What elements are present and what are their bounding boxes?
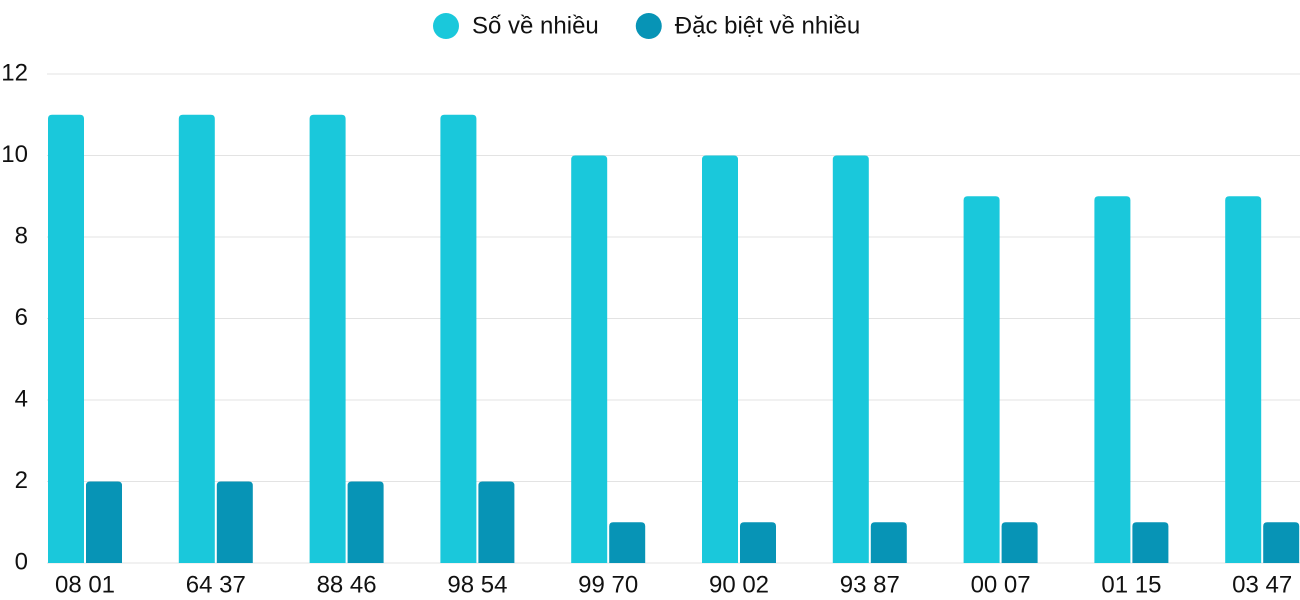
x-tick-label: 93 87 [840,571,900,598]
bar [609,522,646,563]
bar [571,155,608,563]
x-tick-label: 01 15 [1101,571,1161,598]
x-tick-label: 99 70 [578,571,638,598]
y-tick-label: 6 [15,304,28,331]
legend-swatch [433,13,459,39]
y-tick-label: 8 [15,222,28,249]
x-tick-label: 00 07 [971,571,1031,598]
bar [309,114,346,563]
y-tick-label: 2 [15,467,28,494]
bar [1001,522,1038,563]
bar [702,155,738,563]
y-tick-label: 4 [15,385,28,412]
bar [963,196,1000,563]
bar [478,481,515,563]
x-tick-label: 98 54 [447,571,507,598]
bar [86,481,122,563]
bar [440,114,477,563]
x-tick-label: 88 46 [317,571,377,598]
legend-label: Số về nhiều [472,12,599,39]
bar [740,522,776,563]
legend-label: Đặc biệt về nhiều [675,12,860,39]
bar [216,481,253,563]
y-tick-label: 12 [1,59,28,86]
bar [1225,196,1262,563]
y-tick-label: 0 [15,548,28,575]
y-tick-label: 10 [1,141,28,168]
bar [870,522,907,563]
bar [1094,196,1131,563]
x-tick-label: 90 02 [709,571,769,598]
x-tick-label: 08 01 [55,571,115,598]
bar [832,155,869,563]
bar [48,114,84,563]
bar [347,481,384,563]
bar [178,114,215,563]
bar [1132,522,1169,563]
bar [1263,522,1300,563]
x-tick-label: 03 47 [1232,571,1292,598]
x-tick-label: 64 37 [186,571,246,598]
legend-swatch [635,13,662,39]
